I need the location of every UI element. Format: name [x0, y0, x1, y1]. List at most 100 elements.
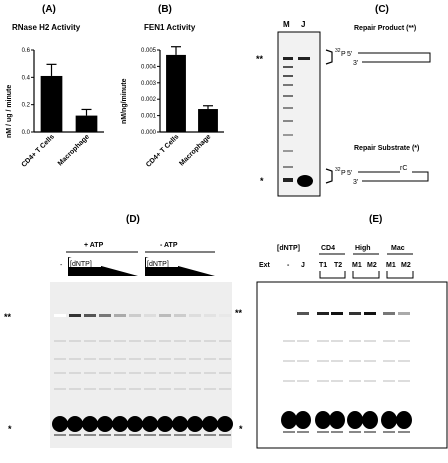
gel-e-substrate-band [295, 411, 311, 429]
chart-b-ylabel: nM/ng/minute [121, 78, 128, 124]
gel-d-smear [99, 358, 111, 360]
gel-d-smear [99, 388, 111, 390]
gel-e-smear [297, 340, 309, 342]
chart-b-title: FEN1 Activity [144, 23, 196, 32]
gel-d-product-band [189, 314, 201, 317]
chart-b-ytick-label-4: 0.004 [141, 64, 157, 70]
repair-product-label: Repair Product (**) [354, 25, 416, 32]
chart-a-ytick-label-0: 0.0 [22, 130, 31, 136]
gel-d-smear [129, 388, 141, 390]
gel-d-smear [159, 388, 171, 390]
svg-text:rC: rC [400, 165, 407, 172]
chart-a-xcat-0: CD4+ T Cells [21, 133, 56, 168]
gel-d-smear [114, 388, 126, 390]
gel-d-smear [219, 340, 231, 342]
gel-d-smear [84, 358, 96, 360]
gel-e-product-band [297, 312, 309, 315]
svg-text:3': 3' [353, 179, 358, 186]
gel-d-smear [69, 340, 81, 342]
gel-e-lower-band [283, 431, 295, 433]
gel-d-smear [219, 372, 231, 374]
chart-a-bar-0 [40, 75, 63, 132]
svg-text:32: 32 [335, 48, 341, 54]
svg-text:P: P [341, 170, 346, 177]
svg-text:32: 32 [335, 167, 341, 173]
gel-d-smear [174, 372, 186, 374]
gel-d-smear [54, 388, 66, 390]
bracket-high [352, 271, 380, 279]
gel-d-smear [84, 372, 96, 374]
lane-e-7: M1 [386, 262, 396, 269]
panel-b: (B) FEN1 Activity nM/ng/minute 0.000 0.00… [112, 0, 242, 195]
gel-d-product-band [84, 314, 96, 317]
lane-m-label: M [283, 20, 290, 29]
marker-product-e: ** [235, 308, 243, 318]
gel-d-smear [144, 358, 156, 360]
gel-d-smear [129, 340, 141, 342]
gel-d-smear [114, 372, 126, 374]
gel-d-substrate-band [172, 416, 188, 432]
gel-d-product-band [69, 314, 81, 317]
repair-substrate-label: Repair Substrate (*) [354, 145, 419, 152]
gel-d-product-band [174, 314, 186, 317]
gel-e-smear [383, 340, 395, 342]
gel-e-smear [349, 380, 361, 382]
gel-d-smear [144, 340, 156, 342]
gel-e-smear [364, 380, 376, 382]
gel-d-smear [159, 358, 171, 360]
gel-d-smear [54, 340, 66, 342]
gel-e-smear [383, 360, 395, 362]
marker-substrate-c: * [260, 176, 264, 186]
gel-e-smear [349, 340, 361, 342]
gel-d-smear [189, 358, 201, 360]
gel-d-product-band [54, 314, 66, 317]
dntp-label-plus: [dNTP] [70, 261, 92, 268]
gel-d-smear [189, 372, 201, 374]
gel-d-smear [174, 358, 186, 360]
gel-e-smear [297, 360, 309, 362]
chart-a-ytick-label-2: 0.4 [22, 75, 31, 81]
gel-e-smear [364, 340, 376, 342]
marker-product-c: ** [256, 54, 264, 64]
gel-d-lower-band [84, 434, 96, 436]
gel-d-lower-band [114, 434, 126, 436]
gel-d-product-band [129, 314, 141, 317]
gel-e-substrate-band [329, 411, 345, 429]
fen1-bar-chart: (B) FEN1 Activity nM/ng/minute 0.000 0.00… [121, 4, 224, 169]
gel-e-product-band [398, 312, 410, 315]
gel-d-smear [204, 358, 216, 360]
gel-d-smear [54, 358, 66, 360]
gel-d-bands [52, 314, 233, 436]
gel-d-lower-band [159, 434, 171, 436]
gel-d-smear [219, 388, 231, 390]
gel-e-lower-band [349, 431, 361, 433]
panel-letter-e: (E) [369, 214, 382, 225]
gel-d-smear [129, 372, 141, 374]
gel-d-smear [204, 388, 216, 390]
svg-text:P: P [341, 51, 346, 58]
gel-c-image [277, 31, 321, 197]
gel-d-product-band [204, 314, 216, 317]
gel-d-substrate-band [187, 416, 203, 432]
chart-b-xcat-1: Macrophage [178, 133, 212, 167]
gel-e-smear [283, 340, 295, 342]
chart-b-ytick-label-1: 0.001 [141, 114, 157, 120]
group-cd4-label: CD4 [321, 245, 335, 252]
gel-d-smear [159, 372, 171, 374]
gel-e-smear [317, 380, 329, 382]
gel-d-substrate-band [202, 416, 218, 432]
gel-d-substrate-band [67, 416, 83, 432]
gel-e-substrate-band [396, 411, 412, 429]
gel-d-smear [204, 372, 216, 374]
bracket-cd4 [319, 271, 346, 279]
gel-e-product-band [349, 312, 361, 315]
gel-d-smear [174, 340, 186, 342]
ext-label: Ext [259, 262, 271, 269]
gel-d-smear [159, 340, 171, 342]
gel-e-smear [331, 340, 343, 342]
sample-lane-j [297, 57, 313, 187]
gel-e-lower-band [317, 431, 329, 433]
lane-e-4: T2 [334, 262, 342, 269]
marker-substrate-d: * [8, 424, 12, 434]
panel-letter-d: (D) [126, 214, 140, 225]
